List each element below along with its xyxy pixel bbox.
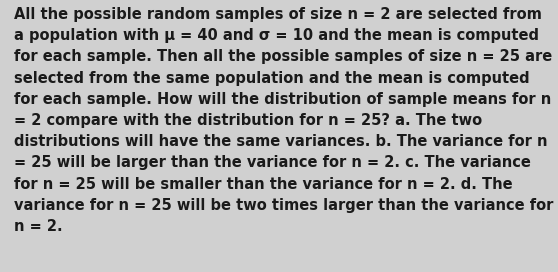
Text: All the possible random samples of size n = 2 are selected from
a population wit: All the possible random samples of size … <box>14 7 554 234</box>
